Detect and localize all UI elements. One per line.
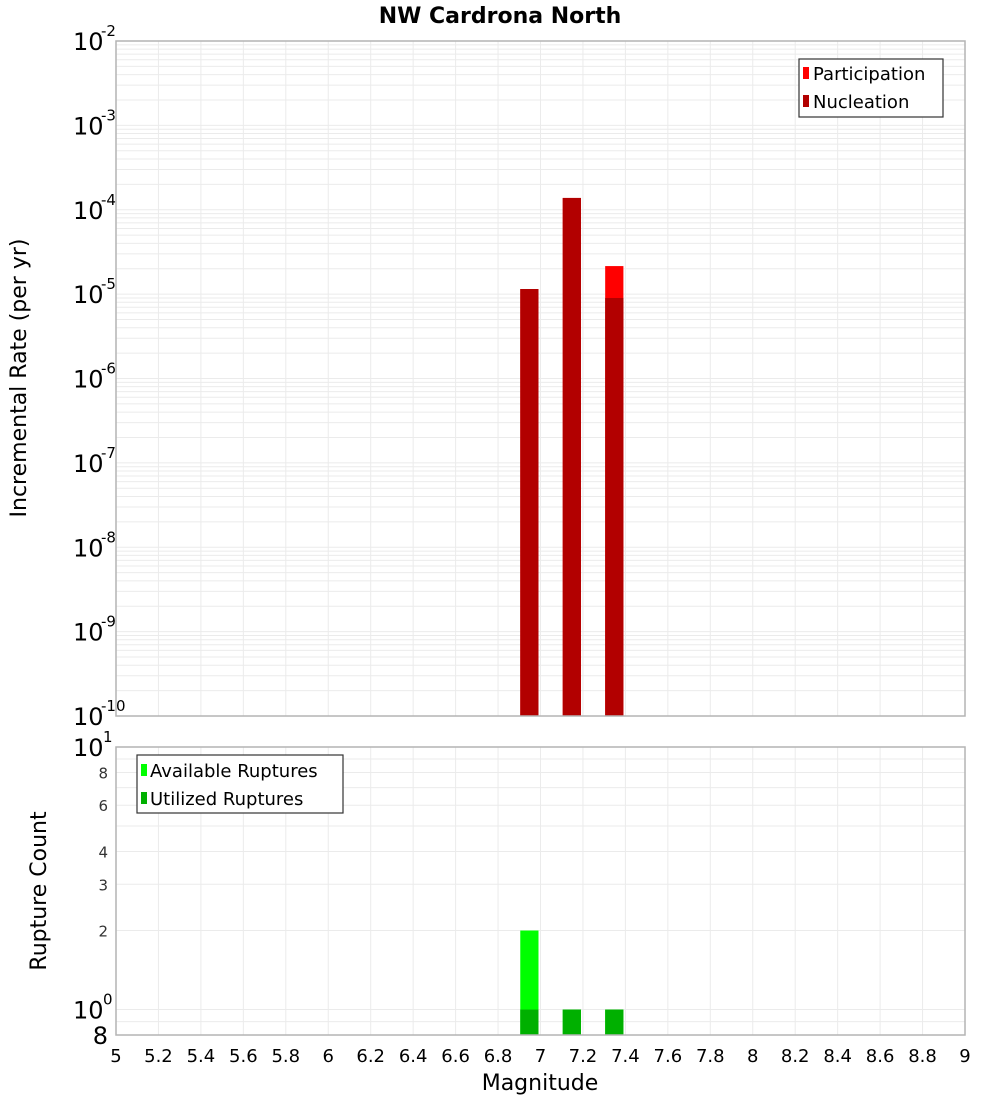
svg-text:6: 6 xyxy=(98,797,108,815)
bar-nucleation xyxy=(520,289,538,716)
count-y-ticks: 101864321008 xyxy=(73,728,113,1050)
x-tick-label: 5.2 xyxy=(144,1046,173,1067)
y-tick-label: 6 xyxy=(98,797,108,815)
x-tick-label: 5 xyxy=(110,1046,121,1067)
y-tick-label: 10-8 xyxy=(73,528,116,562)
chart-canvas: NW Cardrona North 10-210-310-410-510-610… xyxy=(0,0,1000,1100)
svg-text:2: 2 xyxy=(98,923,108,941)
x-tick-label: 8.8 xyxy=(908,1046,937,1067)
y-tick-label: 10-5 xyxy=(73,275,116,309)
x-tick-label: 6.6 xyxy=(441,1046,470,1067)
svg-text:0: 0 xyxy=(103,991,113,1009)
svg-text:-6: -6 xyxy=(101,360,116,378)
y-tick-label: 10-6 xyxy=(73,360,116,394)
rate-plot: 10-210-310-410-510-610-710-810-910-10 In… xyxy=(7,22,965,731)
svg-text:-5: -5 xyxy=(101,275,116,293)
utilized-swatch xyxy=(141,792,147,804)
svg-text:1: 1 xyxy=(103,728,113,746)
svg-text:10: 10 xyxy=(73,619,104,647)
bar-utilized-ruptures xyxy=(605,1010,623,1035)
x-tick-label: 8.4 xyxy=(823,1046,852,1067)
x-tick-label: 8.2 xyxy=(781,1046,810,1067)
x-tick-label: 5.8 xyxy=(271,1046,300,1067)
svg-text:-8: -8 xyxy=(101,528,116,546)
y-tick-label: 100 xyxy=(73,991,113,1025)
legend-available: Available Ruptures xyxy=(150,761,318,782)
x-axis-label: Magnitude xyxy=(482,1071,599,1096)
svg-text:-2: -2 xyxy=(101,22,116,40)
svg-text:10: 10 xyxy=(73,28,104,56)
svg-text:8: 8 xyxy=(93,1022,108,1050)
x-tick-label: 7 xyxy=(535,1046,546,1067)
x-tick-label: 9 xyxy=(959,1046,970,1067)
bar-nucleation xyxy=(563,198,581,716)
svg-text:10: 10 xyxy=(73,997,104,1025)
count-y-axis-label: Rupture Count xyxy=(27,811,52,971)
nucleation-swatch xyxy=(803,95,809,107)
y-tick-label: 101 xyxy=(73,728,113,762)
y-tick-label: 8 xyxy=(98,764,108,782)
rate-y-axis-label: Incremental Rate (per yr) xyxy=(7,239,32,518)
svg-text:10: 10 xyxy=(73,197,104,225)
y-tick-label: 4 xyxy=(98,843,108,861)
x-tick-label: 6 xyxy=(323,1046,334,1067)
y-tick-label: 8 xyxy=(93,1022,108,1050)
x-tick-label: 7.8 xyxy=(696,1046,725,1067)
y-tick-label: 10-2 xyxy=(73,22,116,56)
svg-text:10: 10 xyxy=(73,703,104,731)
svg-text:10: 10 xyxy=(73,366,104,394)
x-tick-label: 5.6 xyxy=(229,1046,258,1067)
y-tick-label: 10-9 xyxy=(73,613,116,647)
count-plot: 101864321008 Rupture Count Available Rup… xyxy=(27,728,965,1050)
x-tick-label: 7.2 xyxy=(569,1046,598,1067)
x-tick-label: 7.6 xyxy=(654,1046,683,1067)
y-tick-label: 10-4 xyxy=(73,191,116,225)
svg-text:3: 3 xyxy=(98,876,108,894)
rate-legend: Participation Nucleation xyxy=(799,59,943,117)
legend-participation: Participation xyxy=(813,64,925,85)
svg-text:10: 10 xyxy=(73,534,104,562)
x-tick-label: 5.4 xyxy=(187,1046,216,1067)
x-tick-label: 6.8 xyxy=(484,1046,513,1067)
svg-text:10: 10 xyxy=(73,734,104,762)
x-tick-label: 8 xyxy=(747,1046,758,1067)
svg-text:10: 10 xyxy=(73,450,104,478)
count-legend: Available Ruptures Utilized Ruptures xyxy=(137,755,343,813)
svg-text:8: 8 xyxy=(98,764,108,782)
bar-utilized-ruptures xyxy=(563,1010,581,1035)
svg-text:-10: -10 xyxy=(101,697,126,715)
svg-text:10: 10 xyxy=(73,112,104,140)
svg-text:4: 4 xyxy=(98,843,108,861)
x-ticks: 5 5.2 5.4 5.6 5.8 6 6.2 6.4 6.6 6.8 7 7.2 7.4 7.6 7.8 8… xyxy=(110,1046,970,1067)
y-tick-label: 10-7 xyxy=(73,444,116,478)
svg-text:10: 10 xyxy=(73,281,104,309)
x-tick-label: 6.2 xyxy=(356,1046,385,1067)
svg-text:-4: -4 xyxy=(101,191,116,209)
bar-nucleation xyxy=(605,298,623,716)
y-tick-label: 10-3 xyxy=(73,106,116,140)
y-tick-label: 2 xyxy=(98,923,108,941)
chart-title: NW Cardrona North xyxy=(379,4,622,29)
rate-plot-gridlines xyxy=(116,41,965,716)
y-tick-label: 10-10 xyxy=(73,697,126,731)
svg-text:-3: -3 xyxy=(101,106,116,124)
x-tick-label: 7.4 xyxy=(611,1046,640,1067)
available-swatch xyxy=(141,764,147,776)
svg-text:-7: -7 xyxy=(101,444,116,462)
y-tick-label: 3 xyxy=(98,876,108,894)
participation-swatch xyxy=(803,67,809,79)
x-tick-label: 8.6 xyxy=(866,1046,895,1067)
x-tick-label: 6.4 xyxy=(399,1046,428,1067)
bar-utilized-ruptures xyxy=(520,1010,538,1035)
legend-nucleation: Nucleation xyxy=(813,92,909,113)
svg-text:-9: -9 xyxy=(101,613,116,631)
legend-utilized: Utilized Ruptures xyxy=(150,789,303,810)
